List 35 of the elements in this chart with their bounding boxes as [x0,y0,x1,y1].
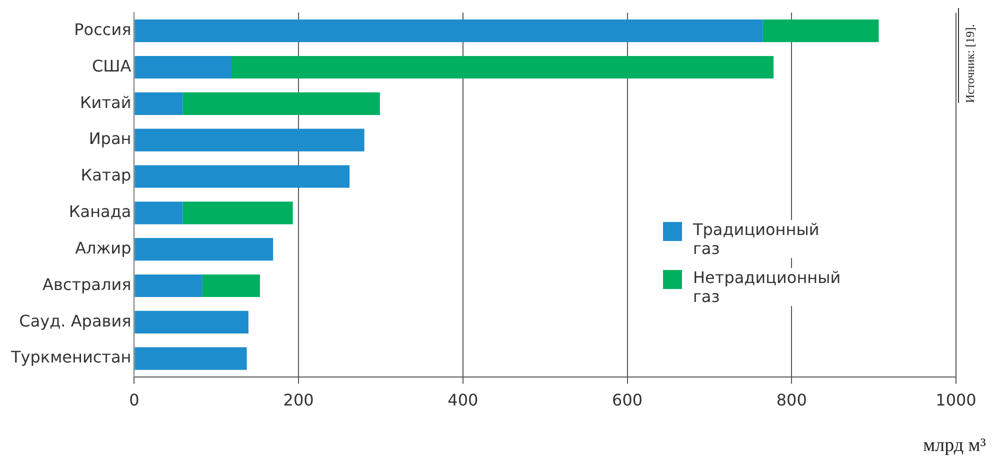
x-tick-label: 1000 [936,390,976,410]
y-tick-label: Катар [80,166,132,185]
bar [134,56,232,79]
bar [134,274,202,298]
bar [182,92,380,115]
bar [134,92,183,115]
bar [202,274,260,298]
x-tick-label: 200 [283,390,314,410]
x-tick-label: 0 [129,390,140,410]
y-tick-label: Иран [88,129,132,148]
y-tick-label: США [92,56,132,76]
x-axis-title: млрд м³ [923,435,986,457]
bar [232,56,774,79]
y-tick-label: Канада [68,202,132,222]
bar [134,20,763,42]
bar [134,165,350,188]
bar [134,347,247,370]
y-tick-label: Алжир [75,238,132,258]
bar [134,202,183,224]
legend-label: Нетрадиционный газ [693,268,843,306]
legend-label: Традиционный газ [693,220,843,258]
bar [182,202,293,224]
bar [134,128,364,152]
text: Источник: [19]. [963,24,977,103]
x-tick-label: 400 [448,390,478,410]
y-tick-label: Туркменистан [10,348,132,367]
bar [134,310,248,334]
bar [134,238,274,261]
y-tick-label: Китай [80,92,132,112]
y-tick-label: Сауд. Аравия [19,311,132,330]
x-tick-label: 800 [776,390,807,410]
y-tick-label: Австралия [42,274,132,294]
bar [762,20,879,42]
y-tick-label: Россия [74,20,132,39]
x-tick-label: 600 [612,390,643,410]
